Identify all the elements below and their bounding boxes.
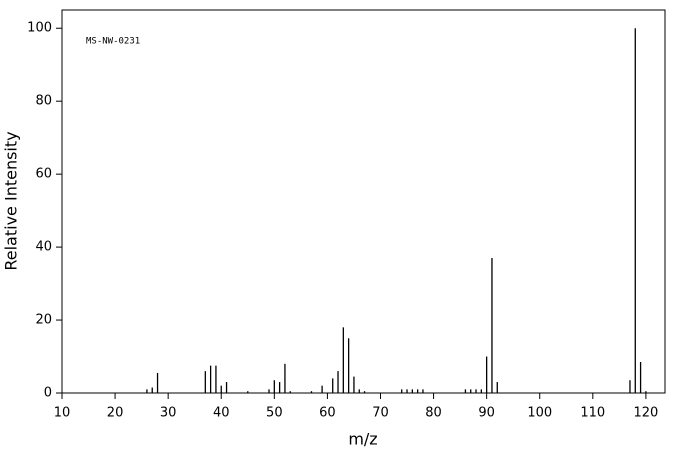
y-tick-label: 60 (35, 167, 52, 182)
x-tick-label: 70 (372, 406, 389, 421)
x-axis-label: m/z (348, 430, 377, 449)
y-tick-label: 100 (27, 21, 52, 36)
y-axis-label: Relative Intensity (2, 131, 21, 270)
x-tick-label: 120 (633, 406, 658, 421)
x-tick-label: 50 (266, 406, 283, 421)
x-tick-label: 80 (425, 406, 442, 421)
x-tick-label: 40 (213, 406, 230, 421)
y-tick-label: 40 (35, 240, 52, 255)
annotation: MS-NW-0231 (86, 37, 140, 47)
x-tick-label: 90 (478, 406, 495, 421)
y-tick-label: 0 (44, 386, 52, 401)
x-tick-label: 60 (319, 406, 336, 421)
x-tick-label: 110 (580, 406, 605, 421)
y-tick-label: 20 (35, 313, 52, 328)
x-tick-label: 10 (54, 406, 71, 421)
x-tick-label: 30 (160, 406, 177, 421)
x-tick-label: 100 (527, 406, 552, 421)
x-tick-label: 20 (107, 406, 124, 421)
y-tick-label: 80 (35, 94, 52, 109)
plot-frame (61, 9, 666, 394)
